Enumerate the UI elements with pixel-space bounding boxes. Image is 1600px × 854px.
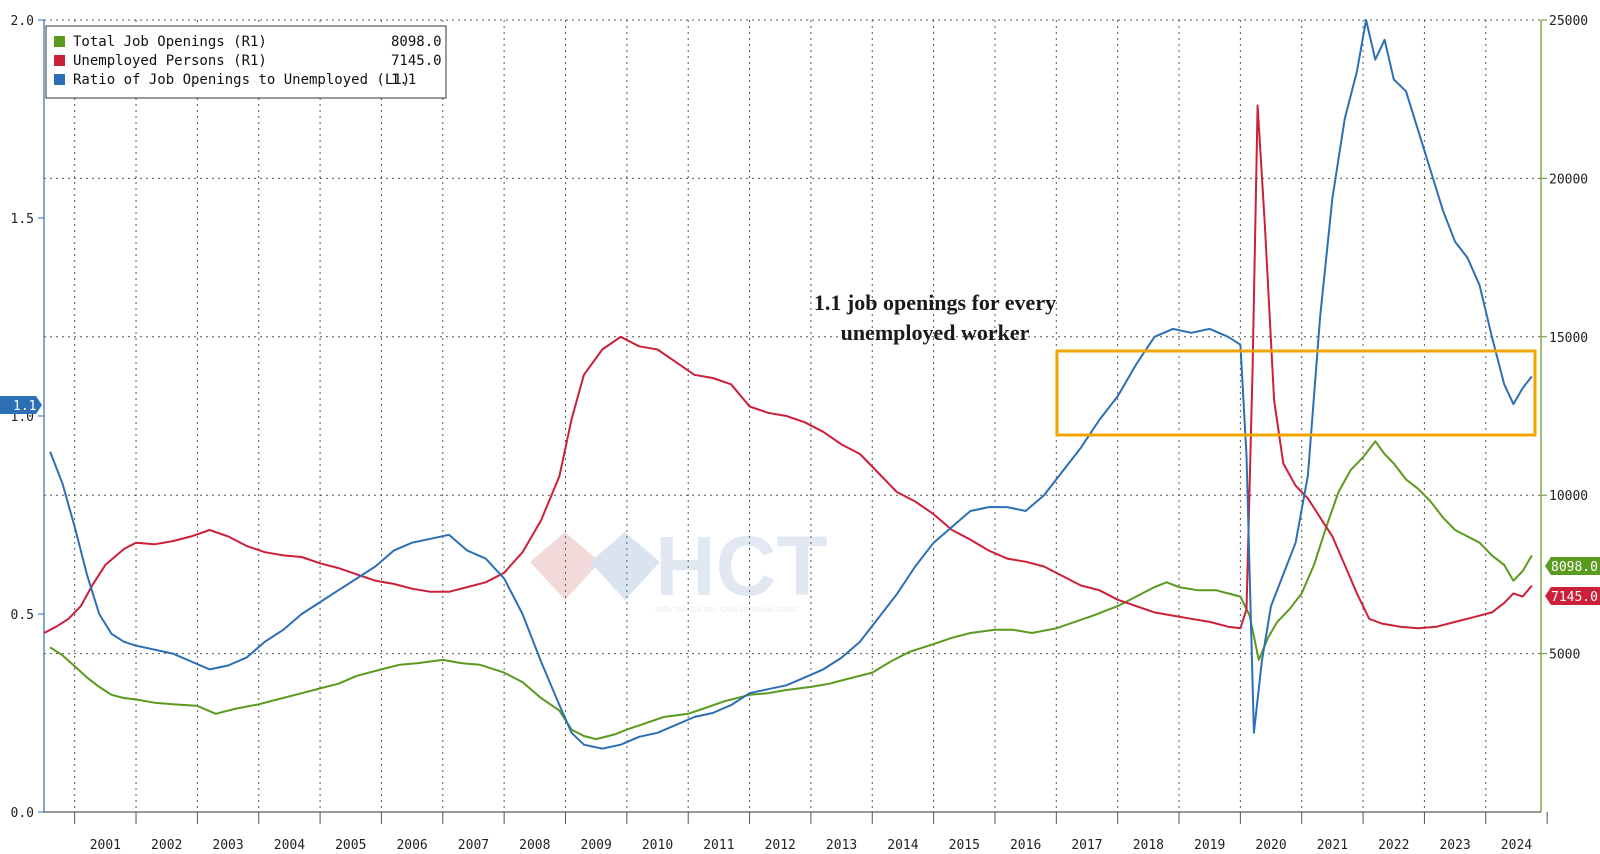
legend-value-openings: 8098.0 xyxy=(391,34,442,50)
x-tick-label: 2011 xyxy=(703,838,734,853)
x-tick-label: 2002 xyxy=(151,838,182,853)
legend-value-ratio: 1.1 xyxy=(391,72,416,88)
x-tick-label: 2010 xyxy=(642,838,673,853)
watermark-tagline: KIẾN TẠO GIÁ TRỊ - CHIA SẺ THÀNH CÔNG xyxy=(655,604,797,614)
x-tick-label: 2017 xyxy=(1071,838,1102,853)
tag-unemployed-bg xyxy=(1545,587,1600,605)
right-tick-label: 15000 xyxy=(1549,331,1588,346)
legend-swatch-ratio xyxy=(54,74,65,85)
x-tick-label: 2005 xyxy=(335,838,366,853)
tag-ratio-bg xyxy=(0,396,42,414)
left-tick-label: 0.5 xyxy=(11,608,34,623)
tag-openings: 8098.0 xyxy=(1551,560,1598,575)
x-tick-label: 2001 xyxy=(90,838,121,853)
series-line-openings xyxy=(49,440,1533,741)
x-tick-label: 2013 xyxy=(826,838,857,853)
x-tick-label: 2003 xyxy=(212,838,243,853)
legend-label-openings: Total Job Openings (R1) xyxy=(73,34,267,50)
x-tick-label: 2007 xyxy=(458,838,489,853)
legend-label-ratio: Ratio of Job Openings to Unemployed (L1) xyxy=(73,72,410,88)
right-tick-label: 5000 xyxy=(1549,648,1580,663)
x-tick-label: 2021 xyxy=(1317,838,1348,853)
x-tick-label: 2024 xyxy=(1501,838,1532,853)
x-tick-label: 2020 xyxy=(1255,838,1286,853)
watermark-logo-right xyxy=(590,532,660,600)
x-tick-label: 2006 xyxy=(396,838,427,853)
tag-openings-bg xyxy=(1545,557,1600,575)
x-tick-label: 2008 xyxy=(519,838,550,853)
right-tick-label: 25000 xyxy=(1549,14,1588,29)
x-tick-label: 2014 xyxy=(887,838,918,853)
legend-swatch-unemployed xyxy=(54,55,65,66)
tag-ratio: 1.1 xyxy=(13,399,36,414)
series-line-unemployed xyxy=(43,104,1533,634)
watermark-brand: HCT xyxy=(655,519,828,613)
right-tick-label: 20000 xyxy=(1549,172,1588,187)
left-tick-label: 0.0 xyxy=(11,806,34,821)
annotation-line-1: 1.1 job openings for every xyxy=(814,290,1056,315)
legend-value-unemployed: 7145.0 xyxy=(391,53,442,69)
x-tick-label: 2018 xyxy=(1133,838,1164,853)
legend-label-unemployed: Unemployed Persons (R1) xyxy=(73,53,267,69)
x-tick-label: 2016 xyxy=(1010,838,1041,853)
series-line-ratio xyxy=(49,19,1533,750)
annotation-line-2: unemployed worker xyxy=(841,320,1030,345)
x-tick-label: 2012 xyxy=(765,838,796,853)
legend[interactable]: Total Job Openings (R1) 8098.0 Unemploye… xyxy=(45,25,447,99)
x-tick-label: 2009 xyxy=(581,838,612,853)
left-tick-label: 1.5 xyxy=(11,212,34,227)
x-tick-label: 2015 xyxy=(949,838,980,853)
last-value-tags: 1.1 8098.0 7145.0 xyxy=(0,396,1600,605)
grid xyxy=(44,19,1541,812)
annotation-box xyxy=(1055,349,1537,437)
watermark-logo-left xyxy=(530,532,600,600)
series-lines xyxy=(43,19,1533,750)
x-tick-label: 2022 xyxy=(1378,838,1409,853)
x-tick-label: 2004 xyxy=(274,838,305,853)
right-tick-label: 10000 xyxy=(1549,489,1588,504)
left-tick-label: 2.0 xyxy=(11,14,34,29)
x-tick-label: 2019 xyxy=(1194,838,1225,853)
watermark: HCT KIẾN TẠO GIÁ TRỊ - CHIA SẺ THÀNH CÔN… xyxy=(530,519,828,614)
legend-swatch-openings xyxy=(54,36,65,47)
x-tick-label: 2023 xyxy=(1439,838,1470,853)
annotation: 1.1 job openings for every unemployed wo… xyxy=(814,290,1537,437)
axes: 2001 2002 2003 2004 2005 2006 2007 2008 2009 2010… xyxy=(11,14,1589,853)
legend-box xyxy=(45,25,447,99)
tag-unemployed: 7145.0 xyxy=(1551,590,1598,605)
